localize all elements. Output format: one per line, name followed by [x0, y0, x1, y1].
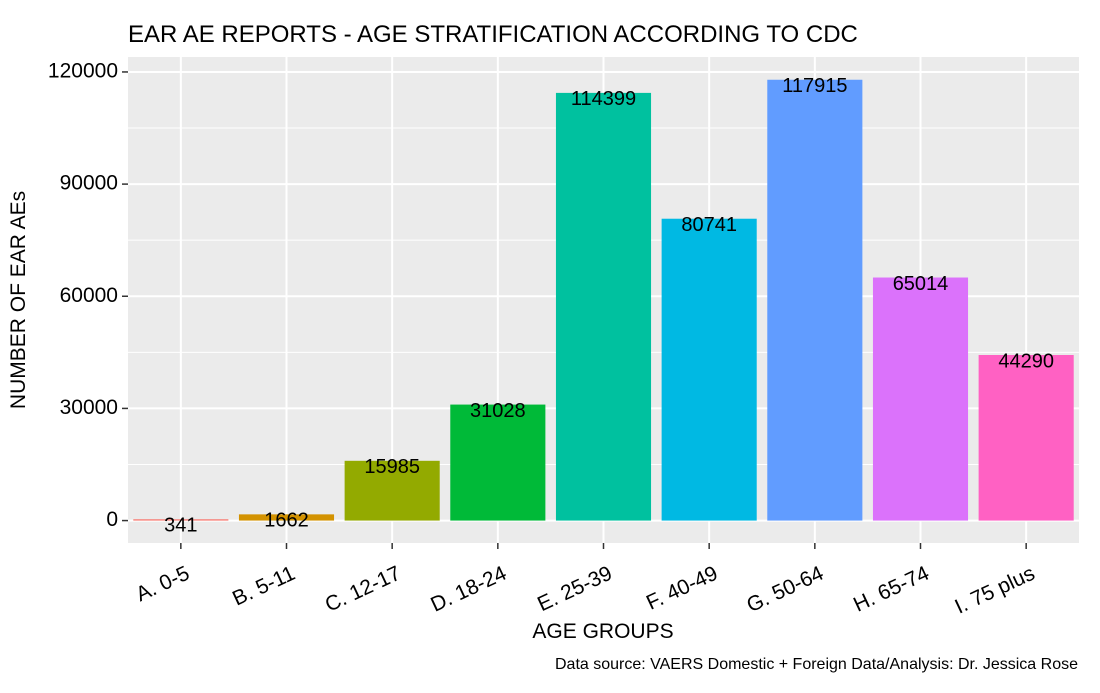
y-tick-label: 120000: [48, 60, 118, 83]
y-axis: 0 30000 60000 90000 120000: [48, 60, 128, 531]
x-tick-label: E. 25-39: [534, 562, 616, 616]
x-axis: A. 0-5 B. 5-11 C. 12-17 D. 18-24 E. 25-39 F. …: [133, 543, 1038, 619]
x-tick-label: I. 75 plus: [951, 562, 1038, 619]
bar: [661, 218, 757, 521]
bar: [450, 404, 546, 521]
bar: [133, 519, 229, 521]
bar-value-label: 117915: [782, 75, 847, 97]
x-tick-label: F. 40-49: [643, 562, 722, 615]
data-labels-group: 341 1662 15985 31028 114399 80741 117915 65014 4…: [164, 75, 1054, 537]
y-tick-label: 30000: [60, 396, 118, 419]
x-tick-label: C. 12-17: [322, 562, 405, 617]
bar-value-label: 31028: [470, 400, 526, 422]
chart-title: EAR AE REPORTS - AGE STRATIFICATION ACCO…: [128, 21, 858, 48]
data-source-caption: Data source: VAERS Domestic + Foreign Da…: [555, 656, 1078, 673]
bar: [344, 460, 440, 521]
x-tick-label: G. 50-64: [743, 562, 827, 618]
x-tick-label: B. 5-11: [229, 562, 299, 611]
bar-value-label: 341: [164, 515, 197, 537]
x-tick-label: A. 0-5: [133, 562, 194, 607]
bar-value-label: 1662: [264, 510, 309, 532]
bar-value-label: 44290: [998, 350, 1054, 372]
bar: [872, 277, 969, 521]
y-tick-label: 90000: [60, 172, 118, 195]
bars-group: [133, 79, 1074, 521]
y-tick-label: 0: [106, 508, 118, 531]
x-tick-label: D. 18-24: [427, 562, 510, 617]
bar-value-label: 15985: [364, 456, 420, 478]
bar-value-label: 65014: [893, 273, 949, 295]
bar: [767, 79, 863, 521]
bar: [978, 354, 1074, 521]
bar-value-label: 114399: [571, 88, 636, 110]
bar: [238, 514, 335, 521]
bar: [555, 92, 652, 521]
y-tick-label: 60000: [60, 284, 118, 307]
bar-value-label: 80741: [681, 214, 737, 236]
x-tick-label: H. 65-74: [850, 562, 933, 617]
y-axis-label: NUMBER OF EAR AEs: [7, 191, 30, 409]
x-axis-label: AGE GROUPS: [532, 620, 673, 643]
